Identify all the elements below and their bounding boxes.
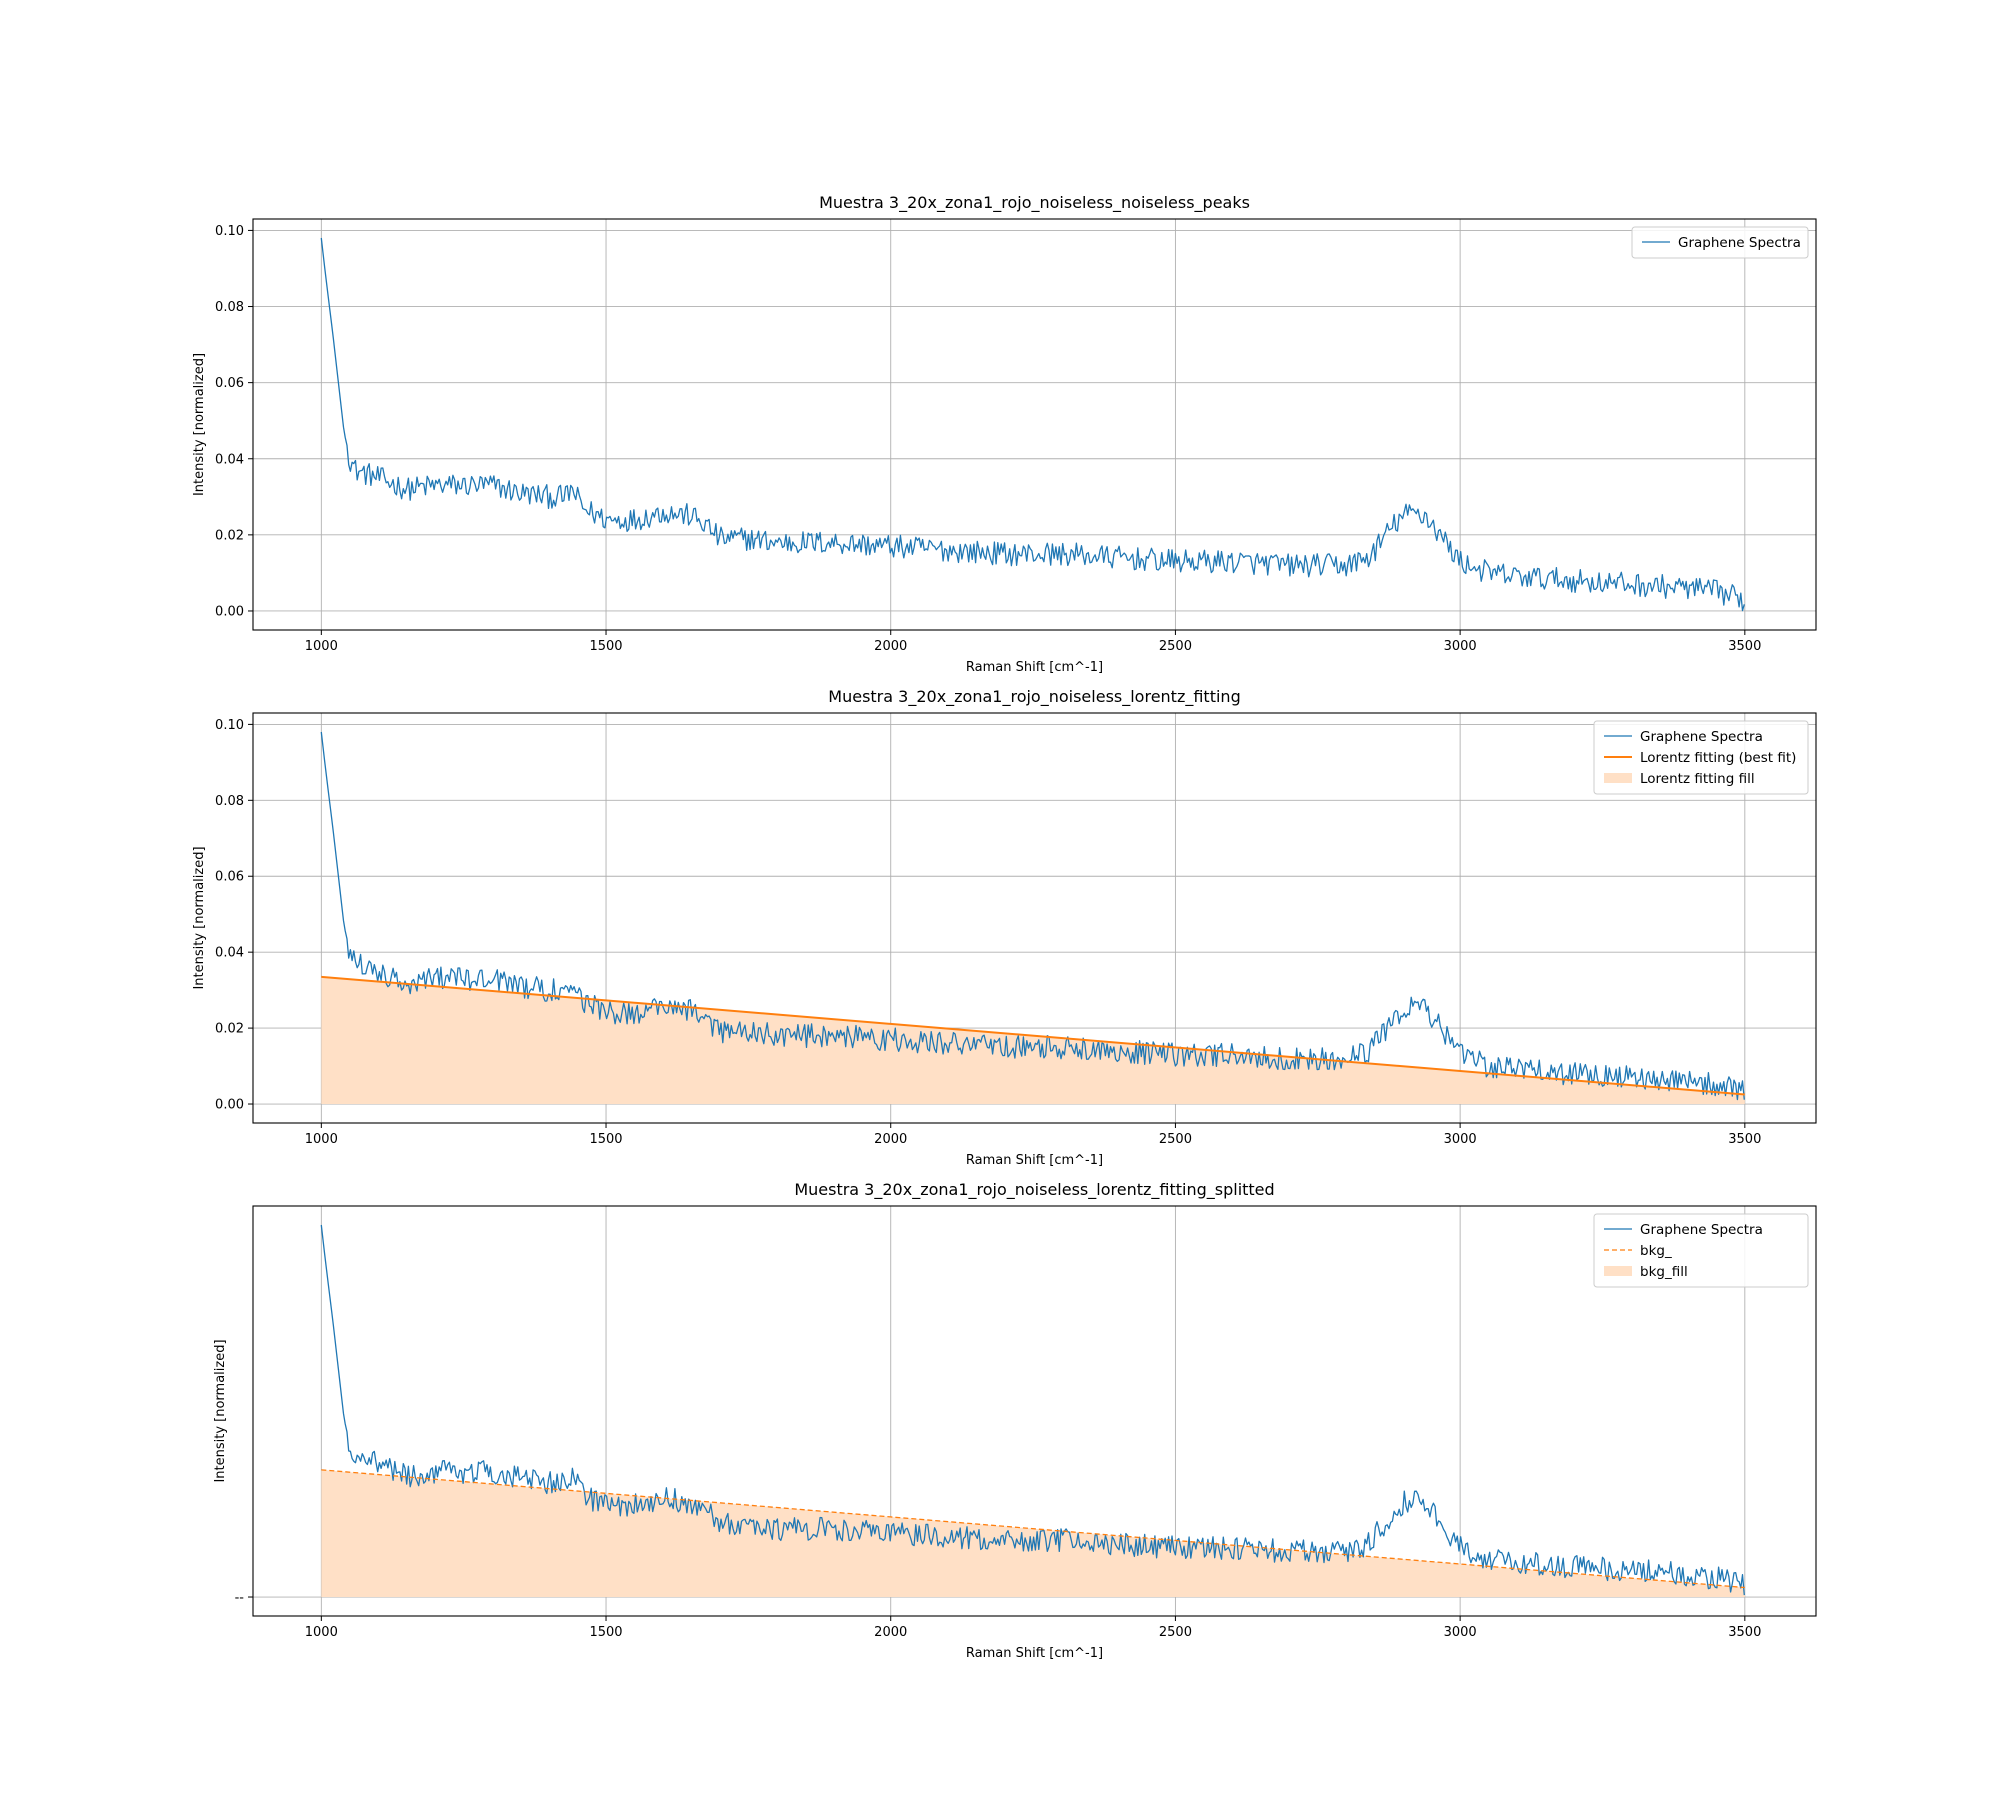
- y-tick-label: 0.08: [215, 794, 244, 809]
- y-tick-label: --: [235, 1591, 245, 1606]
- legend-entry: bkg_fill: [1640, 1264, 1688, 1280]
- series-line-spectrum: [320, 1224, 1745, 1596]
- x-tick-label: 1000: [305, 639, 338, 654]
- x-tick-label: 3000: [1444, 639, 1477, 654]
- subplot-3: Muestra 3_20x_zona1_rojo_noiseless_loren…: [213, 1180, 1817, 1661]
- subplot-title: Muestra 3_20x_zona1_rojo_noiseless_loren…: [828, 687, 1240, 707]
- y-tick-label: 0.08: [215, 300, 244, 315]
- y-axis-label: Intensity [normalized]: [192, 353, 207, 496]
- series-line-spectrum: [320, 237, 1745, 612]
- axes-frame: [252, 712, 1817, 1124]
- legend-entry: bkg_: [1640, 1243, 1672, 1259]
- y-tick-label: 0.06: [215, 376, 244, 391]
- x-tick-label: 3500: [1728, 1625, 1761, 1640]
- x-tick-label: 1500: [589, 1132, 622, 1147]
- y-tick-label: 0.06: [215, 870, 244, 885]
- legend-entry: Graphene Spectra: [1640, 1222, 1763, 1238]
- legend-entry: Lorentz fitting (best fit): [1640, 750, 1796, 766]
- y-tick-label: 0.00: [215, 1098, 244, 1113]
- legend-swatch: [1604, 1266, 1632, 1276]
- series-line-bkg: [321, 1469, 1745, 1589]
- series-fill: [321, 976, 1745, 1105]
- x-tick-label: 3000: [1444, 1625, 1477, 1640]
- y-tick-label: 0.04: [215, 452, 244, 467]
- x-axis-label: Raman Shift [cm^-1]: [966, 660, 1103, 675]
- legend: Graphene Spectra Lorentz fitting (best fi…: [1593, 720, 1809, 795]
- x-tick-label: 2000: [874, 1132, 907, 1147]
- y-axis-label: Intensity [normalized]: [192, 846, 207, 989]
- x-tick-label: 2000: [874, 639, 907, 654]
- x-tick-label: 2000: [874, 1625, 907, 1640]
- y-tick-label: 0.10: [215, 224, 244, 239]
- y-axis-label: Intensity [normalized]: [213, 1339, 228, 1482]
- legend: Graphene Spectra bkg_ bkg_fill: [1593, 1213, 1809, 1288]
- y-tick-label: 0.00: [215, 604, 244, 619]
- subplot-1: Muestra 3_20x_zona1_rojo_noiseless_noise…: [192, 193, 1817, 675]
- legend-box: [1593, 1213, 1809, 1288]
- subplot-title: Muestra 3_20x_zona1_rojo_noiseless_noise…: [819, 193, 1250, 213]
- subplot-2: Muestra 3_20x_zona1_rojo_noiseless_loren…: [192, 687, 1817, 1168]
- x-tick-label: 3500: [1728, 639, 1761, 654]
- x-tick-label: 2500: [1159, 1625, 1192, 1640]
- legend-entry: Graphene Spectra: [1640, 729, 1763, 745]
- legend-entry: Lorentz fitting fill: [1640, 771, 1755, 787]
- x-tick-label: 2500: [1159, 1132, 1192, 1147]
- series-line-spectrum: [320, 731, 1745, 1101]
- x-tick-label: 3000: [1444, 1132, 1477, 1147]
- y-tick-label: 0.02: [215, 1022, 244, 1037]
- x-tick-label: 3500: [1728, 1132, 1761, 1147]
- legend: Graphene Spectra: [1631, 226, 1809, 259]
- series-line-fit: [321, 975, 1745, 1096]
- subplot-title: Muestra 3_20x_zona1_rojo_noiseless_loren…: [794, 1180, 1274, 1200]
- legend-swatch: [1604, 773, 1632, 783]
- x-tick-label: 1000: [305, 1625, 338, 1640]
- y-tick-label: 0.04: [215, 946, 244, 961]
- y-tick-label: 0.10: [215, 718, 244, 733]
- legend-box: [1593, 720, 1809, 795]
- x-axis-label: Raman Shift [cm^-1]: [966, 1646, 1103, 1661]
- x-axis-label: Raman Shift [cm^-1]: [966, 1153, 1103, 1168]
- y-tick-label: 0.02: [215, 528, 244, 543]
- axes-frame: [252, 218, 1817, 631]
- legend-box: [1631, 226, 1809, 259]
- series-fill: [321, 1469, 1745, 1598]
- x-tick-label: 1000: [305, 1132, 338, 1147]
- legend-entry: Graphene Spectra: [1678, 235, 1801, 251]
- x-tick-label: 2500: [1159, 639, 1192, 654]
- axes-frame: [252, 1205, 1817, 1617]
- x-tick-label: 1500: [589, 1625, 622, 1640]
- x-tick-label: 1500: [589, 639, 622, 654]
